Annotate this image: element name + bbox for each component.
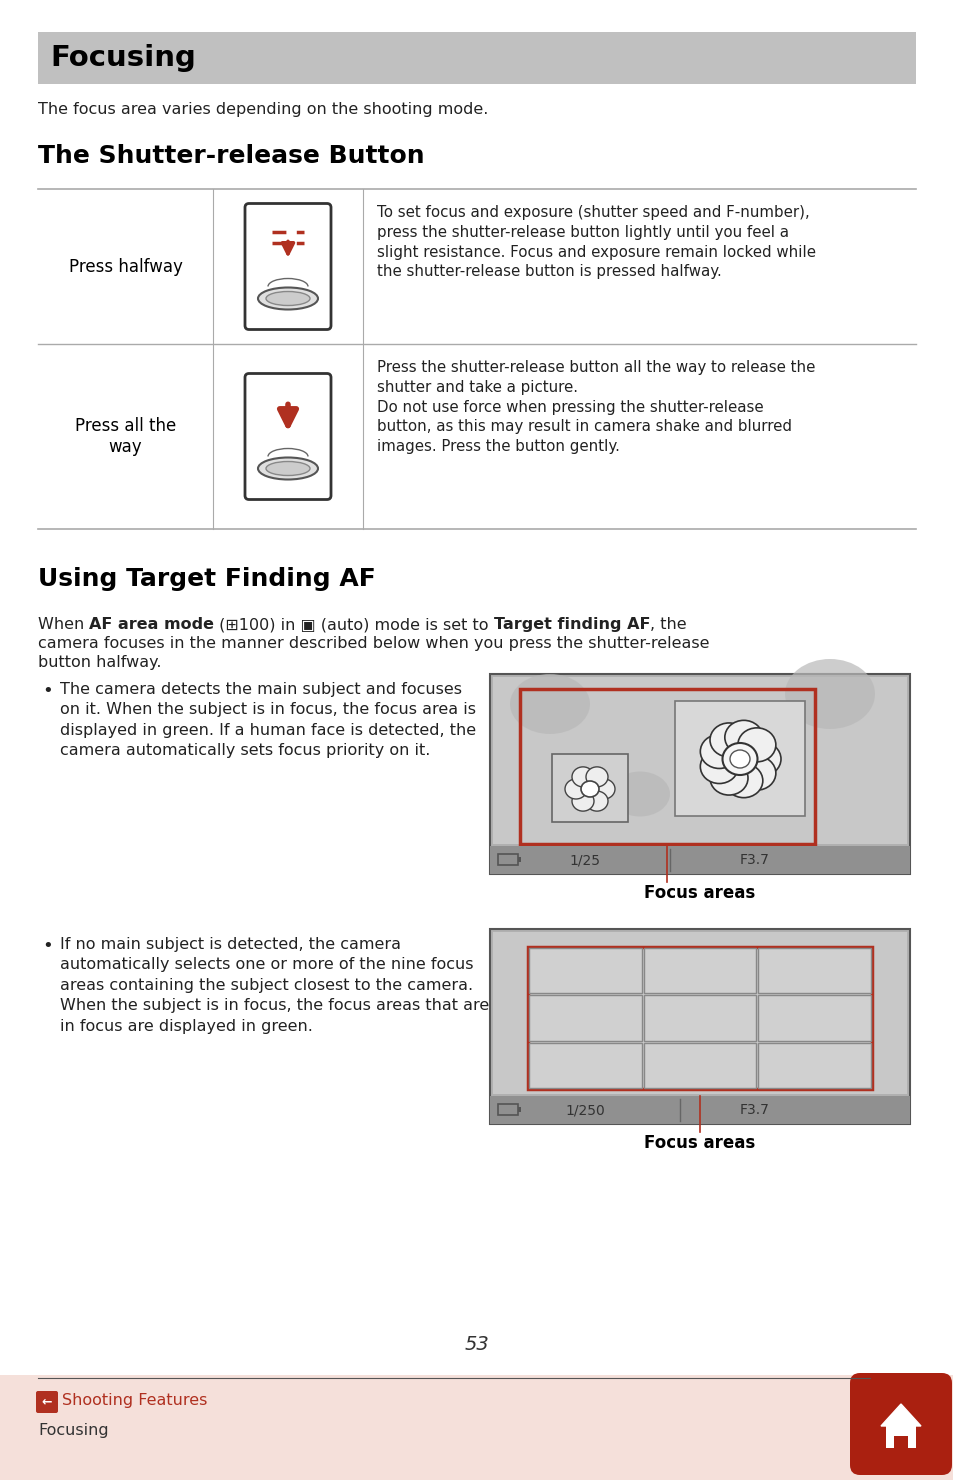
Text: When: When	[38, 617, 90, 632]
Text: The Shutter-release Button: The Shutter-release Button	[38, 144, 424, 169]
Text: •: •	[42, 937, 52, 955]
Text: F3.7: F3.7	[740, 852, 769, 867]
Ellipse shape	[724, 721, 762, 755]
Ellipse shape	[729, 750, 749, 768]
FancyBboxPatch shape	[490, 929, 909, 1123]
Text: ←: ←	[42, 1396, 52, 1409]
Text: 1/250: 1/250	[564, 1103, 604, 1117]
Bar	[517, 1107, 520, 1111]
Bar	[493, 932, 906, 1094]
Text: (⊞100) in ▣ (auto) mode is set to: (⊞100) in ▣ (auto) mode is set to	[214, 617, 494, 632]
Text: The focus area varies depending on the shooting mode.: The focus area varies depending on the s…	[38, 102, 488, 117]
Ellipse shape	[593, 778, 615, 799]
Text: Press halfway: Press halfway	[69, 258, 182, 275]
Text: Press all the
way: Press all the way	[74, 417, 176, 456]
Ellipse shape	[609, 771, 669, 817]
Text: To set focus and exposure (shutter speed and F-number),
press the shutter-releas: To set focus and exposure (shutter speed…	[376, 206, 815, 280]
Ellipse shape	[572, 792, 594, 811]
Ellipse shape	[510, 673, 589, 734]
Text: 1/25: 1/25	[569, 852, 599, 867]
Bar	[758, 949, 870, 993]
Ellipse shape	[784, 659, 874, 730]
Bar	[517, 857, 520, 861]
Ellipse shape	[257, 287, 317, 309]
Text: Focus areas: Focus areas	[643, 884, 755, 901]
Text: AF area mode: AF area mode	[90, 617, 214, 632]
Text: Focus areas: Focus areas	[643, 1134, 755, 1151]
Bar	[529, 996, 641, 1040]
Text: , the: , the	[650, 617, 686, 632]
Text: 53: 53	[464, 1335, 489, 1354]
Bar	[758, 996, 870, 1040]
Ellipse shape	[700, 749, 738, 783]
FancyBboxPatch shape	[245, 373, 331, 500]
Ellipse shape	[257, 457, 317, 480]
Text: Focusing: Focusing	[50, 44, 195, 73]
Ellipse shape	[709, 722, 747, 756]
FancyBboxPatch shape	[490, 673, 909, 875]
Bar	[643, 949, 756, 993]
Ellipse shape	[709, 761, 747, 795]
Polygon shape	[880, 1405, 920, 1427]
Text: Shooting Features: Shooting Features	[62, 1393, 207, 1407]
Ellipse shape	[724, 764, 762, 798]
Bar	[497, 1104, 517, 1114]
Text: Focusing: Focusing	[38, 1422, 109, 1439]
Bar	[529, 1043, 641, 1088]
Ellipse shape	[572, 767, 594, 787]
FancyBboxPatch shape	[36, 1391, 58, 1413]
Ellipse shape	[266, 462, 310, 475]
Bar	[0, 1375, 953, 1480]
Text: button halfway.: button halfway.	[38, 656, 161, 670]
Bar	[497, 854, 517, 864]
Ellipse shape	[700, 734, 738, 768]
Ellipse shape	[737, 756, 775, 790]
Ellipse shape	[580, 781, 598, 798]
Text: Press the shutter-release button all the way to release the
shutter and take a p: Press the shutter-release button all the…	[376, 360, 815, 454]
Bar	[675, 702, 804, 815]
Text: If no main subject is detected, the camera
automatically selects one or more of : If no main subject is detected, the came…	[60, 937, 489, 1033]
Ellipse shape	[737, 728, 775, 762]
Ellipse shape	[266, 292, 310, 305]
Bar	[885, 1427, 915, 1447]
Bar	[493, 676, 906, 844]
Bar	[490, 1097, 909, 1123]
FancyBboxPatch shape	[849, 1373, 951, 1476]
Ellipse shape	[721, 743, 757, 776]
Bar	[643, 996, 756, 1040]
FancyBboxPatch shape	[245, 204, 331, 330]
Ellipse shape	[742, 741, 781, 776]
Bar	[643, 1043, 756, 1088]
Text: camera focuses in the manner described below when you press the shutter-release: camera focuses in the manner described b…	[38, 636, 709, 651]
Bar	[490, 847, 909, 875]
Bar	[893, 1436, 907, 1447]
Bar	[758, 1043, 870, 1088]
Bar	[529, 949, 641, 993]
Text: The camera detects the main subject and focuses
on it. When the subject is in fo: The camera detects the main subject and …	[60, 682, 476, 758]
Ellipse shape	[585, 767, 607, 787]
Ellipse shape	[564, 778, 586, 799]
Ellipse shape	[585, 792, 607, 811]
Text: Target finding AF: Target finding AF	[494, 617, 650, 632]
Bar	[552, 753, 627, 821]
FancyBboxPatch shape	[38, 33, 915, 84]
Text: •: •	[42, 682, 52, 700]
Text: F3.7: F3.7	[740, 1103, 769, 1117]
Text: Using Target Finding AF: Using Target Finding AF	[38, 567, 375, 591]
Ellipse shape	[734, 746, 804, 802]
